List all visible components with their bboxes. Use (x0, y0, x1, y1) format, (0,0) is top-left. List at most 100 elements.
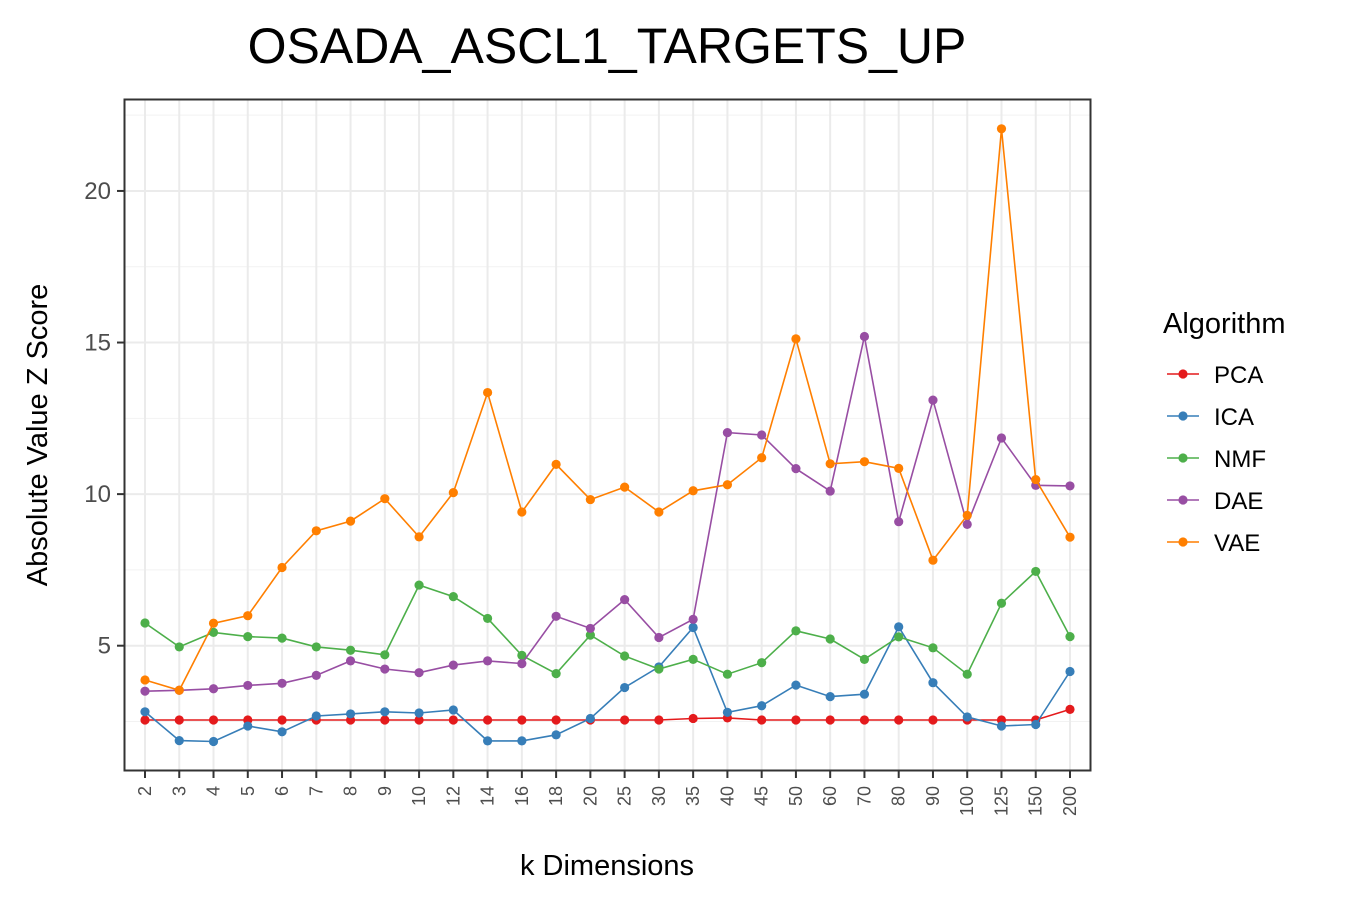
legend-label: NMF (1214, 446, 1266, 473)
data-point-dae (654, 632, 664, 643)
data-point-vae (311, 526, 321, 536)
data-point-ica (448, 705, 458, 715)
data-point-nmf (551, 668, 561, 679)
data-point-ica (894, 622, 904, 632)
data-point-pca (894, 715, 904, 725)
data-point-dae (482, 656, 493, 666)
data-point-dae (791, 464, 801, 474)
data-point-pca (757, 715, 767, 725)
legend-item-vae: VAE (1167, 530, 1260, 557)
data-point-nmf (859, 654, 870, 664)
data-point-dae (414, 668, 424, 678)
data-point-nmf (517, 650, 527, 661)
data-point-nmf (482, 613, 493, 624)
legend-key-point (1178, 495, 1188, 505)
legend-item-nmf: NMF (1167, 446, 1266, 473)
x-tick-label: 45 (752, 786, 772, 806)
y-tick-label: 20 (84, 178, 111, 205)
data-point-vae (551, 459, 561, 470)
data-point-pca (517, 715, 527, 725)
data-point-pca (277, 715, 287, 725)
x-tick-label: 8 (341, 786, 361, 796)
data-point-ica (1065, 666, 1075, 677)
data-point-vae (585, 494, 595, 505)
data-point-vae (894, 463, 904, 473)
data-point-vae (208, 618, 219, 628)
data-point-dae (448, 660, 458, 670)
data-point-dae (585, 623, 595, 634)
data-point-dae (620, 595, 630, 605)
data-point-pca (688, 713, 698, 724)
data-point-pca (859, 715, 870, 725)
data-point-ica (345, 709, 356, 719)
x-tick-label: 30 (649, 786, 669, 806)
data-point-ica (380, 707, 390, 717)
x-tick-label: 12 (443, 786, 463, 806)
data-point-ica (928, 678, 938, 688)
data-point-ica (1031, 719, 1041, 730)
data-point-nmf (585, 630, 595, 640)
data-point-ica (414, 708, 424, 718)
data-point-nmf (414, 580, 424, 590)
x-tick-label: 2 (135, 786, 155, 796)
data-point-vae (996, 124, 1007, 134)
x-tick-label: 6 (272, 786, 292, 796)
x-tick-label: 7 (306, 786, 326, 796)
data-point-nmf (380, 650, 390, 660)
data-point-dae (380, 664, 390, 674)
data-point-ica (722, 707, 733, 717)
x-tick-label: 18 (546, 786, 566, 806)
data-point-ica (243, 721, 253, 731)
series-ica (140, 622, 1075, 747)
data-point-nmf (620, 651, 630, 661)
data-point-dae (757, 430, 767, 440)
legend-key-point (1178, 537, 1188, 547)
legend-item-ica: ICA (1167, 404, 1254, 431)
data-point-pca (825, 715, 835, 725)
data-point-dae (517, 658, 527, 669)
data-point-ica (688, 622, 698, 633)
data-point-nmf (791, 626, 801, 636)
data-point-dae (996, 433, 1007, 443)
x-tick-label: 125 (991, 786, 1011, 816)
x-tick-label: 14 (478, 786, 498, 806)
data-point-nmf (654, 664, 664, 674)
data-point-nmf (140, 618, 150, 628)
series-line-nmf (144, 570, 1071, 676)
chart-title: OSADA_ASCL1_TARGETS_UP (248, 18, 967, 74)
data-point-nmf (1065, 632, 1075, 642)
data-point-dae (859, 331, 870, 342)
data-point-vae (174, 685, 184, 695)
data-point-ica (140, 707, 150, 717)
data-point-nmf (722, 669, 733, 679)
data-point-vae (482, 387, 493, 398)
data-point-ica (825, 692, 835, 702)
legend-label: PCA (1214, 362, 1263, 389)
x-tick-label: 100 (957, 786, 977, 816)
data-point-pca (140, 715, 150, 725)
data-point-vae (1031, 474, 1041, 485)
data-point-vae (859, 457, 870, 467)
x-tick-label: 16 (512, 786, 532, 806)
legend-label: ICA (1214, 404, 1254, 431)
data-point-vae (620, 482, 630, 492)
x-tick-label: 80 (889, 786, 909, 806)
data-point-dae (345, 656, 356, 666)
y-tick-label: 10 (84, 481, 111, 508)
data-point-ica (757, 701, 767, 711)
legend-title: Algorithm (1163, 308, 1286, 340)
legend-label: VAE (1214, 530, 1260, 557)
data-point-nmf (962, 669, 972, 679)
series-nmf (140, 566, 1075, 679)
data-point-vae (277, 562, 287, 573)
data-point-pca (208, 715, 219, 725)
x-tick-label: 35 (683, 786, 703, 806)
data-point-nmf (688, 654, 698, 664)
data-point-vae (345, 516, 356, 526)
data-point-nmf (345, 645, 356, 655)
data-point-nmf (174, 642, 184, 652)
x-tick-label: 50 (786, 786, 806, 806)
data-point-vae (380, 494, 390, 504)
data-point-vae (243, 611, 253, 621)
